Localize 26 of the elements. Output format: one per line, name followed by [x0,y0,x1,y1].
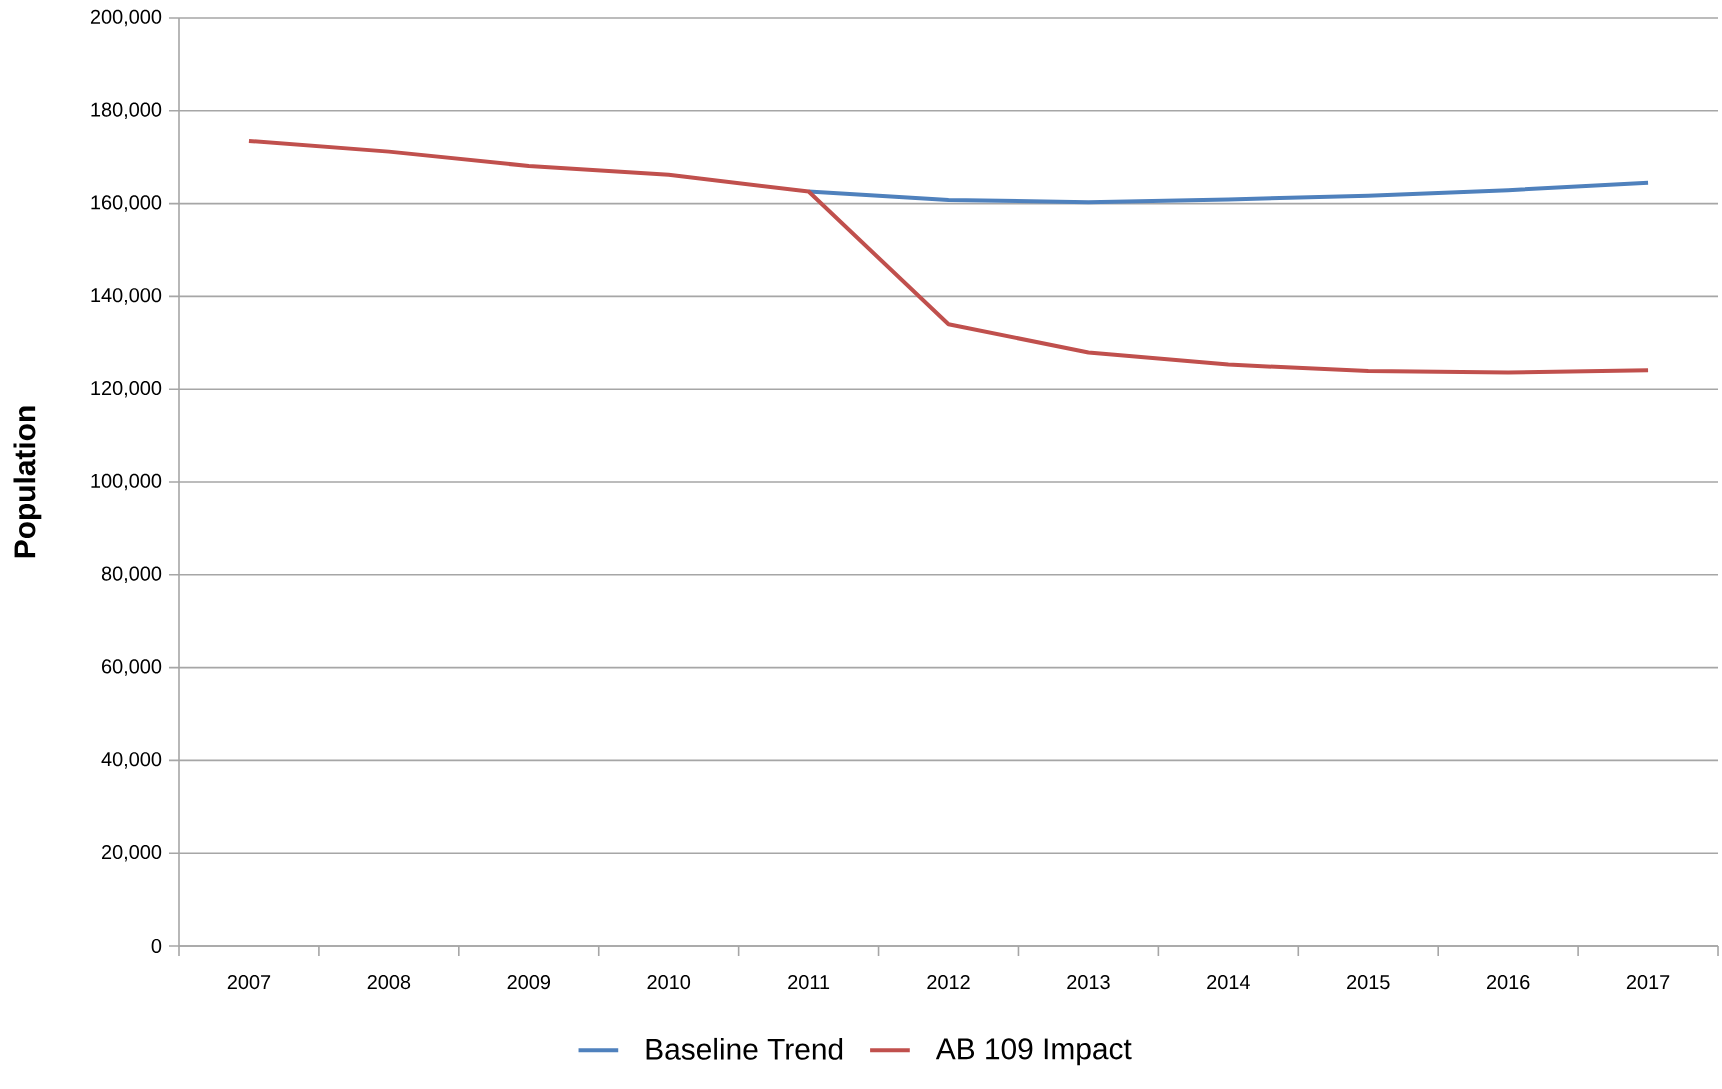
y-tick-label: 60,000 [102,659,162,676]
x-tick-label: 2016 [1486,975,1530,990]
y-tick-label: 200,000 [90,9,162,27]
x-tick-label: 2011 [788,975,830,990]
y-tick-label: 100,000 [91,473,162,491]
x-tick-label: 2017 [1626,975,1670,990]
x-tick-label: 2010 [647,975,691,990]
y-tick-label: 80,000 [101,566,162,584]
x-tick-label: 2007 [227,975,271,990]
x-tick-label: 2015 [1347,975,1390,990]
y-tick-label: 180,000 [91,102,162,120]
y-tick-label: 20,000 [102,844,162,862]
x-tick-label: 2012 [927,975,970,990]
x-tick-label: 2009 [507,975,551,990]
y-tick-label: 140,000 [91,288,162,305]
legend-label: AB 109 Impact [935,1038,1132,1066]
y-tick-label: 120,000 [91,380,162,398]
y-tick-label: 0 [151,938,162,954]
x-tick-label: 2008 [367,975,411,990]
line-series [246,138,1651,375]
x-tick-label: 2013 [1067,975,1110,990]
y-tick-label: 160,000 [91,195,162,212]
legend-label: Baseline Trend [646,1037,843,1060]
x-tick-label: 2014 [1207,975,1250,990]
y-tick-label: 40,000 [101,752,162,769]
y-axis-title: Population [13,406,42,558]
